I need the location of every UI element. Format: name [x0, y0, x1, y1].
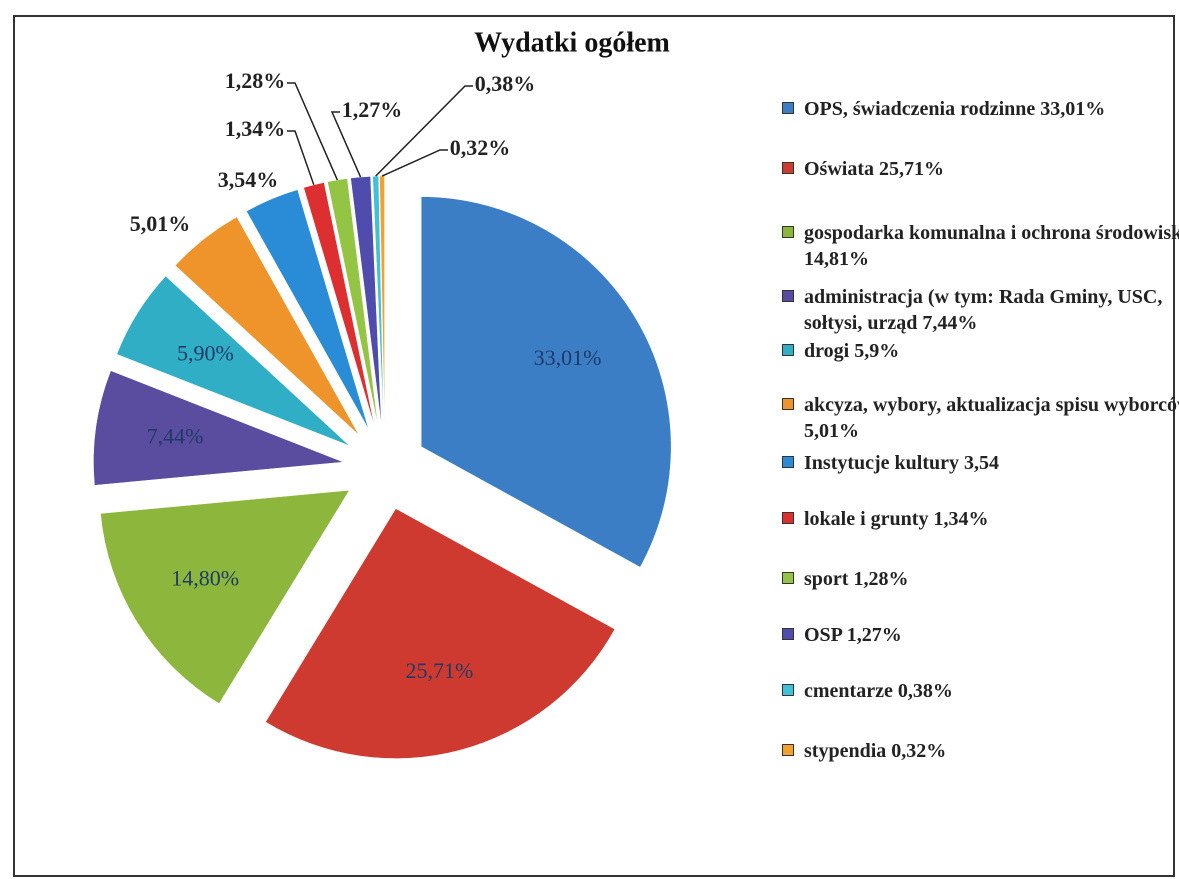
slice-label: 3,54%	[218, 167, 279, 192]
legend-swatch	[782, 628, 794, 640]
legend-label: gospodarka komunalna i ochrona środowisk…	[804, 222, 1179, 270]
slice-label: 1,28%	[225, 68, 286, 93]
legend-entry: gospodarka komunalna i ochrona środowisk…	[782, 220, 1179, 272]
legend-label: OPS, świadczenia rodzinne 33,01%	[804, 98, 1106, 120]
legend-entry: stypendia 0,32%	[782, 738, 1179, 764]
legend-swatch	[782, 226, 794, 238]
leader-line	[287, 130, 315, 186]
legend-entry: cmentarze 0,38%	[782, 678, 1179, 704]
leader-line	[330, 111, 362, 178]
slice-label: 0,32%	[450, 135, 511, 160]
chart-title: Wydatki ogółem	[474, 27, 670, 58]
legend-entry: Instytucje kultury 3,54	[782, 450, 1179, 476]
pie-slice	[372, 175, 384, 427]
legend-label: lokale i grunty 1,34%	[804, 508, 989, 530]
pie-slice	[420, 196, 672, 568]
slice-label: 1,34%	[225, 116, 286, 141]
legend-entry: lokale i grunty 1,34%	[782, 506, 1179, 532]
pie-slice	[100, 489, 350, 704]
legend-label: OSP 1,27%	[804, 624, 902, 646]
legend-swatch	[782, 102, 794, 114]
slice-label: 33,01%	[534, 345, 602, 370]
legend-swatch	[782, 572, 794, 584]
legend-entry: Oświata 25,71%	[782, 156, 1179, 182]
legend-label: Instytucje kultury 3,54	[804, 452, 1000, 474]
legend-label: cmentarze 0,38%	[804, 680, 953, 702]
slice-label: 1,27%	[342, 97, 403, 122]
pie-slice	[174, 216, 360, 436]
slice-label: 0,38%	[475, 71, 536, 96]
pie-slice	[116, 275, 350, 446]
pie-slice	[246, 189, 369, 430]
pie-slice	[93, 370, 344, 486]
leader-line	[375, 85, 473, 177]
legend-label: drogi 5,9%	[804, 340, 900, 362]
legend-swatch	[782, 456, 794, 468]
legend-label: administracja (w tym: Rada Gminy, USC, s…	[804, 286, 1163, 334]
legend-entry: drogi 5,9%	[782, 338, 1179, 364]
legend-label: stypendia 0,32%	[804, 740, 947, 762]
slice-label: 7,44%	[147, 423, 204, 448]
legend-swatch	[782, 344, 794, 356]
slice-label: 14,80%	[171, 565, 239, 590]
legend-label: sport 1,28%	[804, 568, 909, 590]
leader-line	[381, 149, 448, 177]
frame	[13, 15, 1175, 877]
legend-swatch	[782, 684, 794, 696]
legend-label: akcyza, wybory, aktualizacja spisu wybor…	[804, 394, 1179, 442]
legend-entry: OPS, świadczenia rodzinne 33,01%	[782, 96, 1179, 122]
legend-entry: akcyza, wybory, aktualizacja spisu wybor…	[782, 392, 1179, 444]
legend-label: Oświata 25,71%	[804, 158, 944, 180]
legend-swatch	[782, 398, 794, 410]
leader-line	[287, 82, 339, 181]
legend-swatch	[782, 162, 794, 174]
legend-entry: OSP 1,27%	[782, 622, 1179, 648]
slice-label: 5,01%	[130, 211, 191, 236]
legend-swatch	[782, 512, 794, 524]
legend-entry: administracja (w tym: Rada Gminy, USC, s…	[782, 284, 1179, 336]
legend-swatch	[782, 290, 794, 302]
legend-entry: sport 1,28%	[782, 566, 1179, 592]
pie-slice	[265, 508, 616, 759]
slice-label: 5,90%	[177, 340, 234, 365]
legend-swatch	[782, 744, 794, 756]
slice-label: 25,71%	[406, 658, 474, 683]
